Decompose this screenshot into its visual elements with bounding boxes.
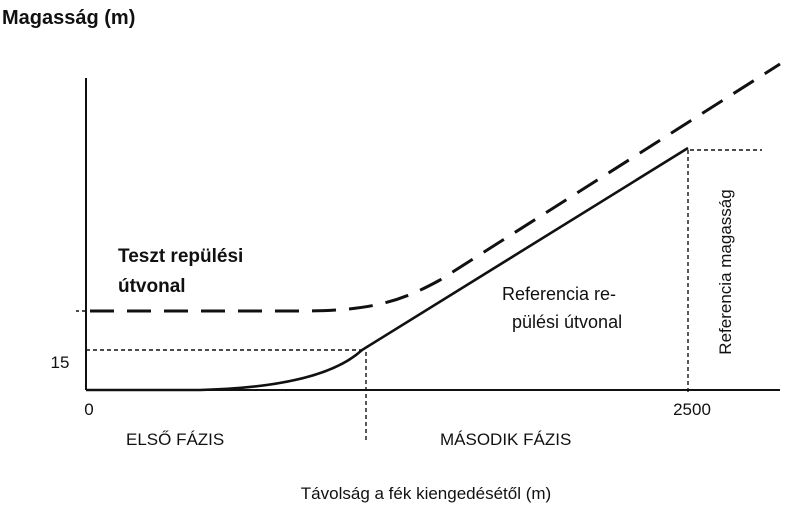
x-tick-0: 0 [84,400,93,419]
x-axis-title: Távolság a fék kiengedésétől (m) [301,484,551,503]
y-tick-15: 15 [51,353,70,372]
reference-path-label-line2: pülési útvonal [512,312,622,332]
test-flight-path [90,62,781,313]
phase-first-label: ELSŐ FÁZIS [126,430,224,449]
test-path-label-line1: Teszt repülési [118,246,243,267]
phase-second-label: MÁSODIK FÁZIS [440,430,571,449]
reference-flight-path [86,146,689,392]
x-tick-2500: 2500 [673,400,711,419]
reference-path-label-line1: Referencia re- [502,284,616,304]
y-axis-title: Magasság (m) [2,7,135,29]
test-path-label-line2: útvonal [118,276,186,297]
reference-height-label: Referencia magasság [716,189,735,354]
